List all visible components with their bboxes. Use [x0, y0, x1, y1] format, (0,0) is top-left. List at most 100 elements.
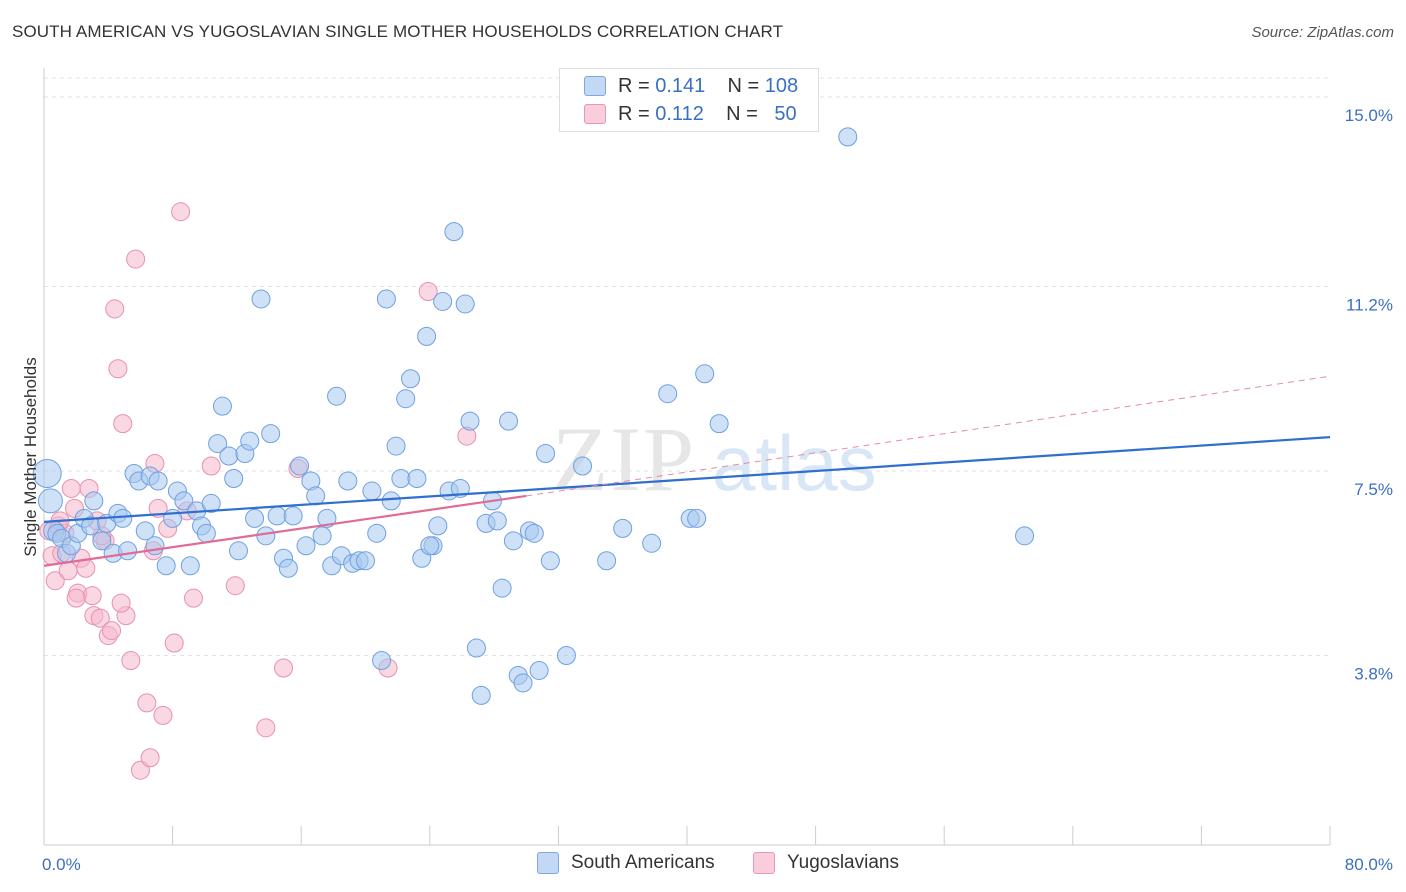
data-point: [658, 384, 678, 404]
legend-item-south-americans[interactable]: South Americans: [537, 852, 715, 874]
data-point: [433, 291, 453, 311]
watermark-atlas: atlas: [712, 419, 877, 507]
data-point: [121, 650, 141, 670]
data-point: [381, 491, 401, 511]
data-point: [278, 558, 298, 578]
data-point: [113, 508, 133, 528]
tick-labels: 3.8% 7.5% 11.2% 15.0% 0.0% 80.0%: [42, 106, 1393, 874]
data-point: [687, 508, 707, 528]
data-point: [695, 364, 715, 384]
data-point: [338, 471, 358, 491]
r-label: R =: [618, 74, 650, 97]
data-point: [102, 621, 122, 641]
data-point: [82, 586, 102, 606]
data-point: [171, 202, 191, 222]
data-point: [240, 431, 260, 451]
data-point: [499, 411, 519, 431]
trend-line-yugoslavians-extension: [526, 375, 1331, 497]
data-point: [164, 633, 184, 653]
data-point: [356, 551, 375, 571]
legend-label: South Americans: [571, 852, 715, 873]
data-point: [32, 458, 62, 488]
data-point: [417, 326, 437, 346]
data-point: [492, 578, 512, 598]
legend-swatch-pink: [753, 852, 775, 874]
data-point: [156, 556, 176, 576]
data-point: [37, 488, 63, 514]
data-point: [212, 396, 232, 416]
data-point: [376, 289, 396, 309]
axes: [43, 68, 1331, 846]
data-point: [391, 468, 411, 488]
data-point: [245, 508, 265, 528]
y-tick-label: 7.5%: [1354, 480, 1393, 499]
data-point: [137, 693, 157, 713]
data-point: [113, 414, 133, 434]
data-point: [256, 526, 276, 546]
data-point: [251, 289, 271, 309]
data-point: [111, 593, 131, 613]
data-point: [90, 608, 110, 628]
legend-swatch-blue: [537, 852, 559, 874]
legend-swatch-blue: [584, 76, 606, 96]
y-tick-label: 3.8%: [1354, 665, 1393, 684]
data-point: [401, 369, 421, 389]
data-point: [312, 526, 332, 546]
data-point: [196, 523, 216, 543]
r-label: R =: [618, 102, 650, 125]
data-points: [32, 127, 1035, 780]
data-point: [513, 673, 533, 693]
data-point: [709, 414, 729, 434]
data-point: [290, 456, 310, 476]
legend-label: Yugoslavians: [787, 852, 899, 873]
data-point: [183, 588, 203, 608]
r-value: 0.112: [655, 102, 704, 125]
data-point: [148, 498, 168, 518]
data-point: [407, 468, 427, 488]
y-tick-label: 11.2%: [1346, 295, 1393, 314]
data-point: [529, 660, 549, 680]
n-value: 108: [764, 74, 799, 97]
data-point: [455, 294, 475, 314]
r-value: 0.141: [655, 74, 706, 97]
data-point: [450, 478, 470, 498]
data-point: [1015, 526, 1035, 546]
data-point: [524, 523, 544, 543]
data-point: [362, 481, 382, 501]
data-point: [597, 551, 617, 571]
data-point: [283, 506, 303, 526]
chart-title: SOUTH AMERICAN VS YUGOSLAVIAN SINGLE MOT…: [12, 22, 784, 41]
data-point: [503, 531, 523, 551]
data-point: [396, 389, 416, 409]
n-label: N =: [727, 74, 760, 97]
data-point: [145, 536, 165, 556]
legend-item-yugoslavians[interactable]: Yugoslavians: [753, 852, 899, 874]
data-point: [66, 588, 86, 608]
data-point: [327, 386, 347, 406]
y-axis-label: Single Mother Households: [21, 357, 40, 556]
source-label: Source: ZipAtlas.com: [1251, 24, 1394, 41]
n-label: N =: [726, 102, 758, 125]
data-point: [225, 576, 245, 596]
data-point: [135, 521, 155, 541]
data-point: [148, 471, 168, 491]
data-point: [471, 685, 491, 705]
data-point: [219, 446, 239, 466]
data-point: [536, 444, 556, 464]
watermark-zip: ZIP: [552, 408, 696, 510]
correlation-legend: R = 0.141 N = 108 R = 0.112 N = 50: [559, 68, 819, 132]
data-point: [267, 506, 287, 526]
data-point: [420, 536, 440, 556]
data-point: [372, 650, 392, 670]
legend-swatch-pink: [584, 104, 606, 124]
y-tick-label: 15.0%: [1345, 106, 1393, 125]
data-point: [317, 508, 337, 528]
data-point: [418, 281, 438, 301]
data-point: [367, 523, 387, 543]
data-point: [45, 571, 65, 591]
data-point: [540, 551, 560, 571]
data-point: [224, 468, 244, 488]
trend-lines: [43, 375, 1331, 567]
data-point: [84, 491, 104, 511]
